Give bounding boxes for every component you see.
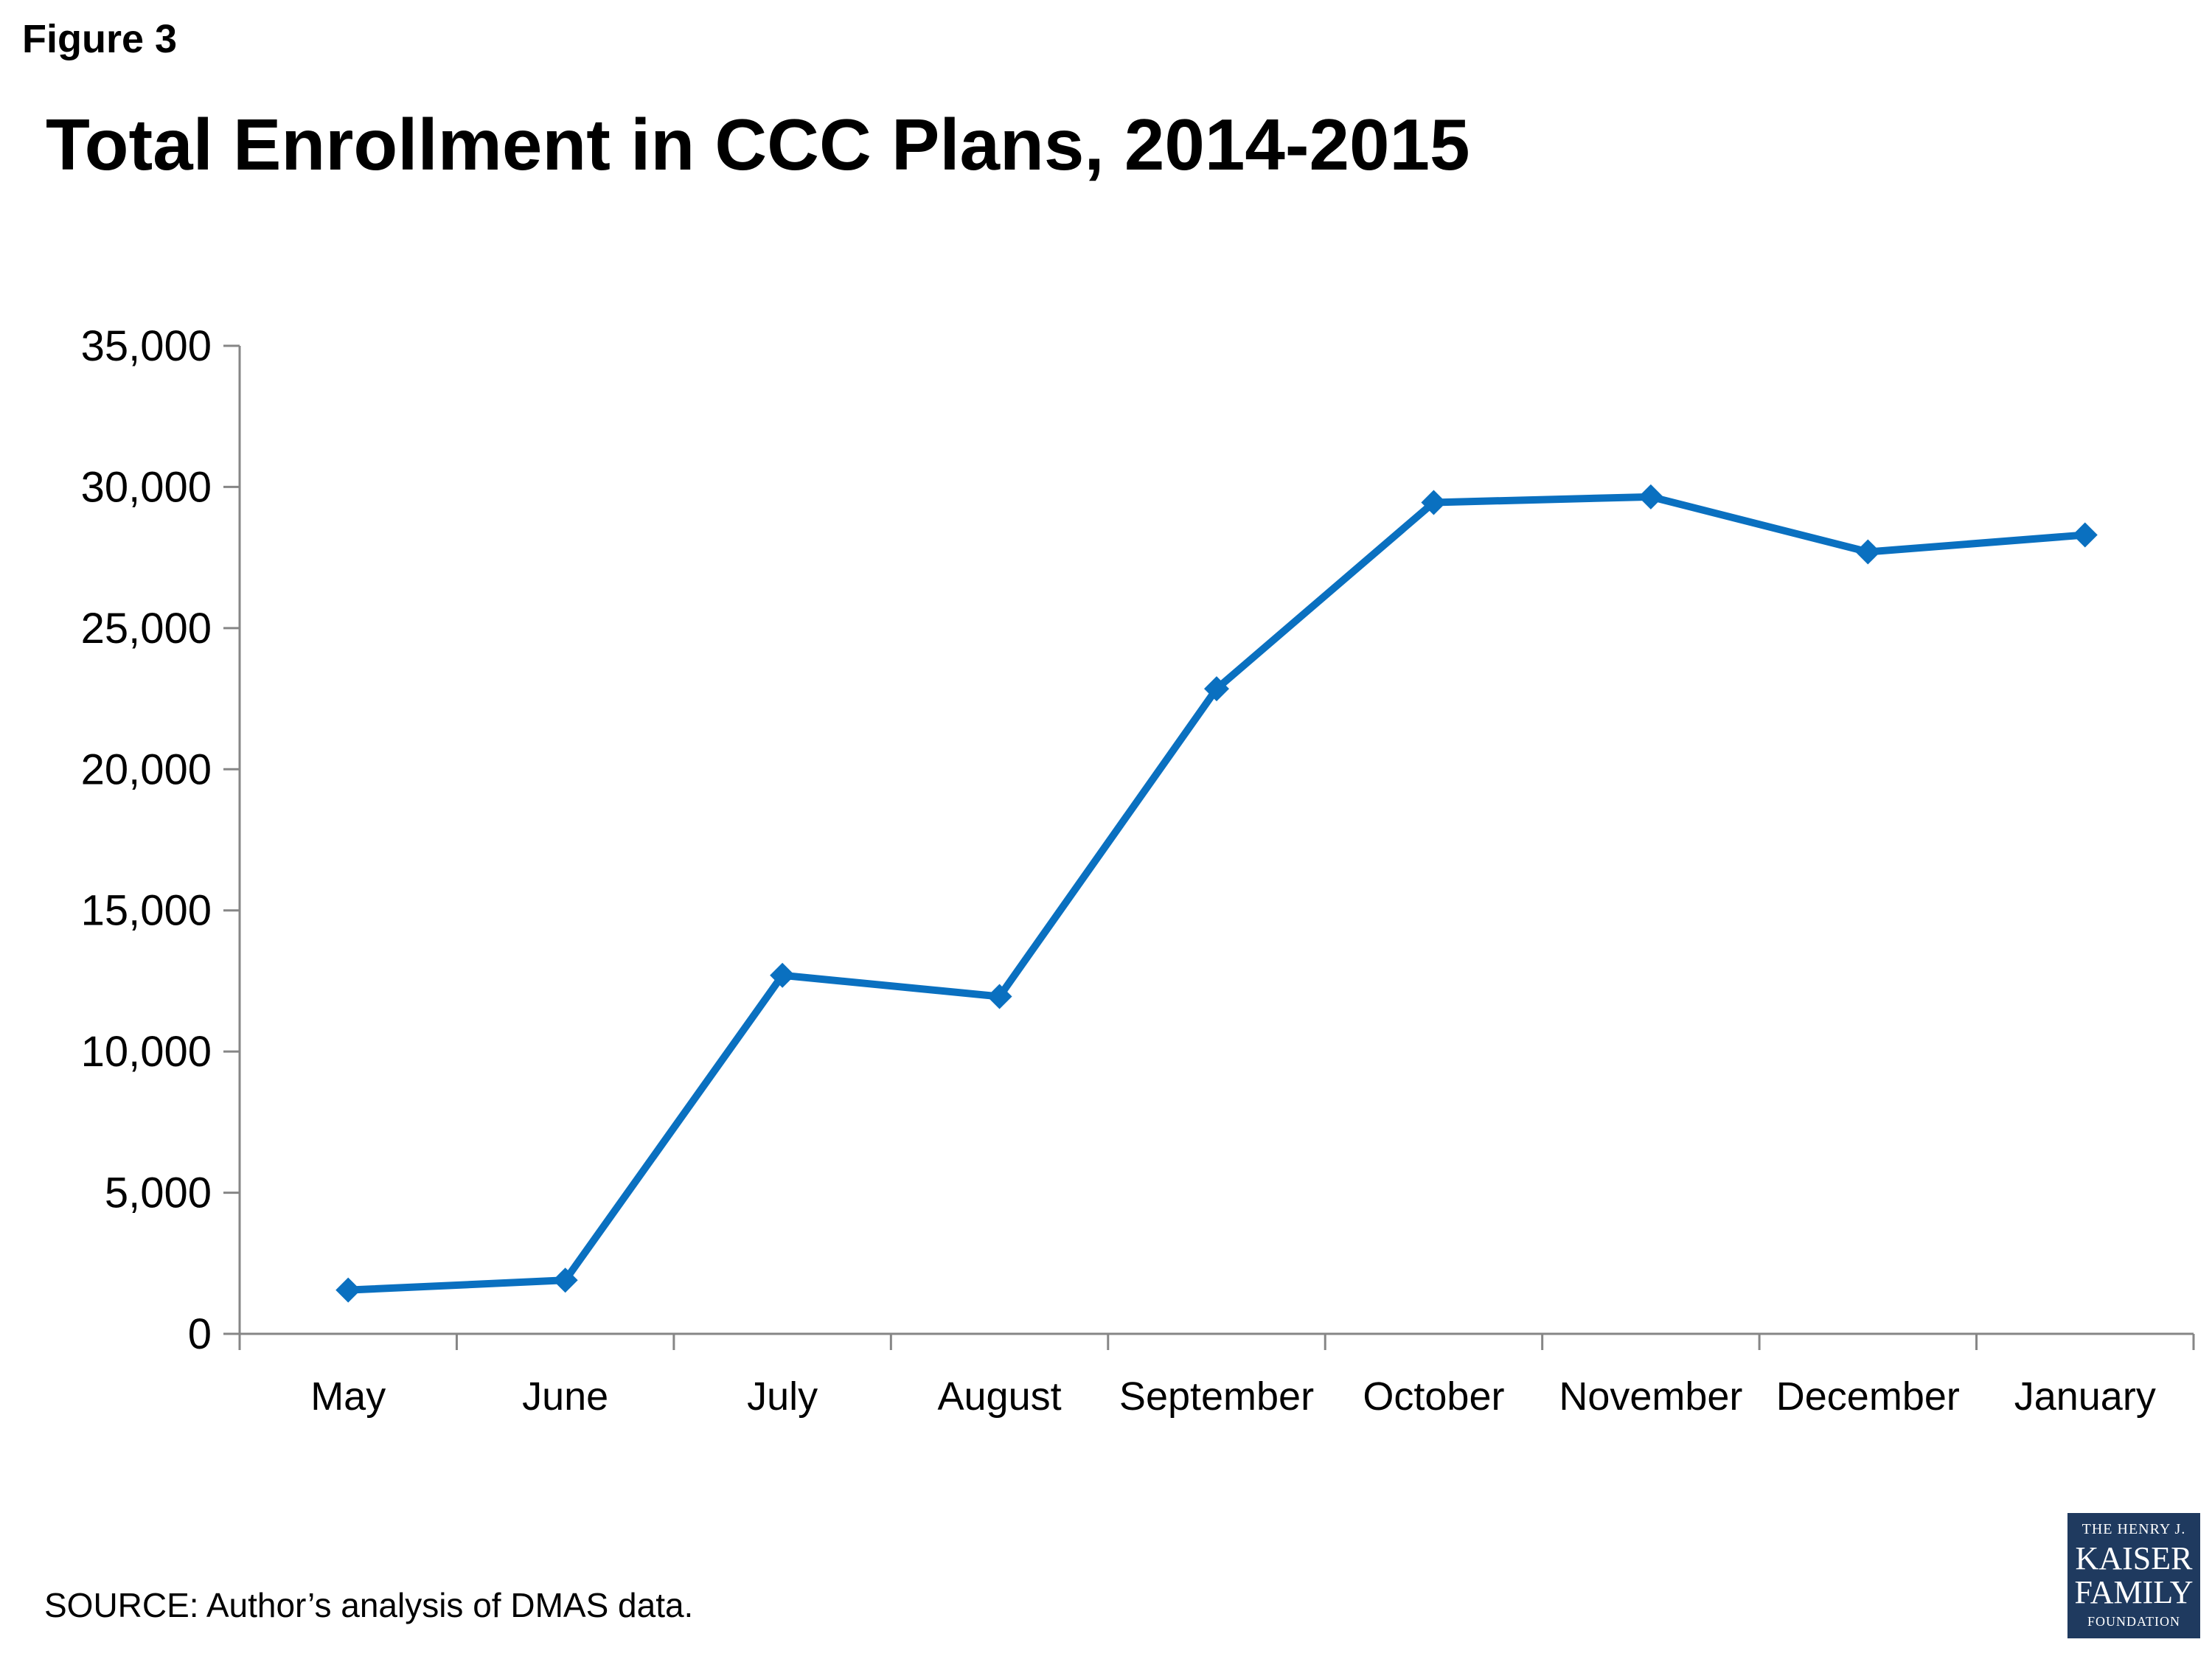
data-point-marker — [335, 1277, 361, 1303]
x-tick-label: November — [1559, 1374, 1742, 1419]
data-point-marker — [770, 962, 796, 988]
y-tick-label: 20,000 — [81, 745, 212, 793]
figure-label: Figure 3 — [22, 17, 178, 61]
y-tick-label: 0 — [188, 1310, 212, 1358]
y-tick-label: 30,000 — [81, 463, 212, 511]
x-tick-label: September — [1119, 1374, 1314, 1419]
x-tick-label: May — [310, 1374, 386, 1419]
x-tick-label: January — [2014, 1374, 2156, 1419]
data-point-marker — [2072, 522, 2098, 548]
data-point-marker — [1855, 539, 1881, 565]
chart-title: Total Enrollment in CCC Plans, 2014-2015 — [46, 104, 1470, 185]
x-tick-label: June — [522, 1374, 608, 1419]
x-tick-label: July — [747, 1374, 818, 1419]
data-point-marker — [987, 984, 1012, 1009]
logo-line-2: KAISER — [2075, 1540, 2193, 1576]
data-point-marker — [1421, 490, 1447, 515]
x-tick-label: August — [937, 1374, 1061, 1419]
logo-line-4: FOUNDATION — [2087, 1614, 2180, 1629]
data-point-marker — [1638, 484, 1663, 509]
x-tick-label: December — [1776, 1374, 1960, 1419]
source-note: SOURCE: Author’s analysis of DMAS data. — [44, 1586, 694, 1624]
data-point-marker — [552, 1267, 578, 1293]
y-tick-label: 25,000 — [81, 605, 212, 653]
kff-logo: THE HENRY J. KAISER FAMILY FOUNDATION — [2067, 1513, 2200, 1638]
y-tick-label: 15,000 — [81, 887, 212, 935]
logo-line-3: FAMILY — [2074, 1574, 2194, 1610]
logo-line-1: THE HENRY J. — [2081, 1521, 2186, 1537]
x-tick-label: October — [1363, 1374, 1504, 1419]
data-point-marker — [1204, 676, 1229, 702]
series-line — [347, 493, 2086, 1294]
y-tick-label: 5,000 — [105, 1169, 212, 1217]
y-tick-label: 35,000 — [81, 322, 212, 370]
y-tick-label: 10,000 — [81, 1028, 212, 1076]
